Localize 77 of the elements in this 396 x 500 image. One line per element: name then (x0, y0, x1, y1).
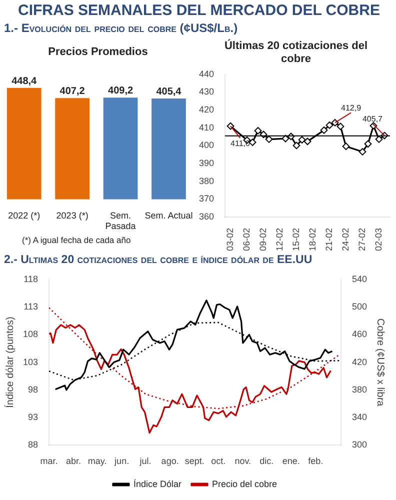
y-tick-label: 440 (198, 68, 214, 79)
point (254, 127, 262, 134)
legend-label: Índice Dólar (133, 478, 182, 489)
point (292, 142, 300, 150)
y-tick-label: 103 (22, 356, 38, 367)
y2-tick-label: 540 (352, 274, 368, 284)
y-tick-label: 113 (24, 302, 38, 312)
chart-title: Últimas 20 cotizaciones del cobre (223, 40, 369, 66)
y-tick-label: 360 (198, 211, 214, 222)
x-tick-label: 27-02 (356, 228, 367, 252)
y2-tick-label: 500 (352, 302, 368, 312)
annotation: 405,7 (362, 114, 384, 124)
y2-tick-label: 340 (352, 412, 368, 422)
y2-tick-label: 380 (352, 384, 368, 394)
y-tick-label: 98 (28, 384, 38, 394)
y2-tick-label: 420 (352, 356, 368, 367)
annotation: 412,9 (341, 104, 362, 113)
x-tick-label: sept. (184, 456, 204, 466)
point (298, 136, 306, 144)
x-tick-label: 2022 (*) (8, 210, 40, 220)
y-tick-label: 400 (198, 140, 214, 150)
y2-tick-label: 460 (352, 329, 368, 340)
x-tick-label: 2023 (*) (56, 210, 88, 220)
point (358, 148, 366, 156)
y-axis-title: Índice dólar (puntos) (4, 316, 16, 408)
text: (*) A igual fecha de cada año (21, 235, 132, 247)
y-tick-label: 370 (198, 194, 214, 204)
x-tick-label: 02-03 (373, 228, 384, 252)
y-tick-label: 380 (198, 176, 214, 186)
text: 1.- Evolución del precio del cobre (¢US$/Lb.) (3, 20, 239, 35)
y-tick-label: 410 (198, 122, 214, 132)
x-tick-label: 18-02 (307, 228, 318, 252)
annotation: 411,0 (230, 139, 250, 148)
x-tick-label: ene. (282, 456, 300, 466)
text: CIFRAS SEMANALES DEL MERCADO DEL COBRE (17, 1, 381, 19)
x-tick-label: 24-02 (340, 228, 350, 252)
chart-title: Precios Promedios (47, 46, 149, 59)
x-tick-label: jun. (114, 456, 130, 466)
x-tick-label: ago. (161, 456, 179, 466)
y-tick-label: 88 (28, 440, 38, 450)
y-tick-label: 430 (198, 86, 214, 97)
legend-label: Precio del cobre (212, 478, 278, 489)
y-tick-label: 390 (198, 158, 214, 168)
point (326, 121, 334, 129)
x-tick-label: 06-02 (242, 228, 252, 252)
x-tick-label: nov. (234, 456, 252, 466)
y-tick-label: 420 (198, 104, 214, 115)
x-tick-label: 03-02 (225, 228, 235, 252)
y-tick-label: 108 (22, 329, 38, 340)
point (364, 140, 372, 148)
x-tick-label: feb. (308, 456, 324, 466)
x-tick-label: oct. (211, 456, 226, 466)
point (320, 126, 328, 134)
y-tick-label: 93 (28, 412, 38, 422)
x-tick-label: 15-02 (290, 228, 301, 252)
point (336, 122, 344, 130)
y2-axis-title: Cobre (¢US$ x libra (374, 318, 386, 407)
data-label: 448,4 (12, 76, 38, 87)
x-tick-label: Sem. Actual (144, 210, 193, 220)
chart-title: 2.- Ultimas 20 cotizaciones del cobre e índice dólar de EE.UU (3, 254, 314, 268)
point (304, 138, 312, 146)
x-tick-label: abr. (66, 456, 82, 466)
point (342, 142, 350, 150)
y-tick-label: 118 (24, 274, 38, 284)
data-label: 407,2 (60, 86, 86, 98)
data-label: 409,2 (108, 86, 134, 97)
point (265, 136, 273, 143)
data-label: 405,4 (156, 86, 182, 98)
x-tick-label: Sem. Pasada (105, 210, 136, 232)
x-tick-label: mar. (40, 456, 58, 466)
x-tick-label: dic. (260, 456, 274, 466)
x-tick-label: 09-02 (258, 228, 268, 252)
y2-tick-label: 300 (352, 440, 368, 450)
x-tick-label: jul. (138, 456, 152, 466)
x-tick-label: 12-02 (274, 228, 284, 252)
x-tick-label: may. (88, 456, 107, 466)
x-tick-label: 21-02 (324, 228, 334, 252)
